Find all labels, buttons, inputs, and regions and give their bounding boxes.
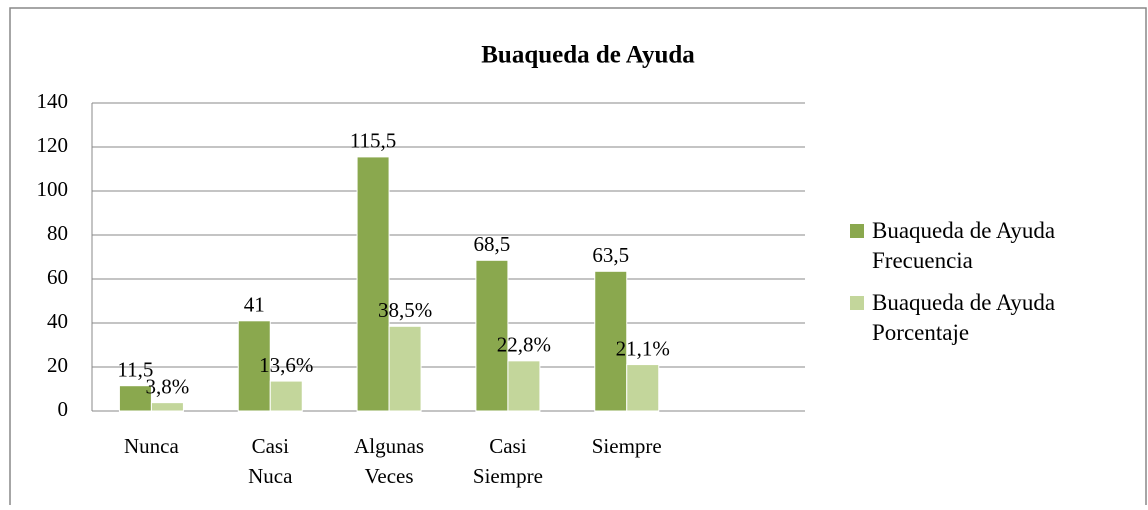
bar [475, 259, 509, 412]
legend-label: Buaqueda de Ayuda Frecuencia [872, 218, 1056, 273]
data-label: 3,8% [146, 374, 190, 398]
legend-item: Buaqueda de Ayuda Porcentaje [850, 288, 1130, 348]
data-label: 63,5 [592, 243, 629, 267]
bar [507, 360, 541, 412]
bar [269, 380, 303, 412]
bar [118, 385, 152, 412]
bar [150, 402, 184, 412]
legend-item: Buaqueda de Ayuda Frecuencia [850, 216, 1130, 276]
data-label: 68,5 [474, 232, 511, 256]
bar [388, 325, 422, 412]
y-tick-label: 20 [47, 353, 68, 377]
y-tick-label: 60 [47, 265, 68, 289]
x-tick-label: Algunas Veces [354, 434, 424, 488]
x-tick-label: Casi Siempre [473, 434, 543, 488]
y-tick-label: 100 [37, 177, 69, 201]
y-tick-label: 80 [47, 221, 68, 245]
x-tick-label: Siempre [592, 434, 662, 458]
data-label: 21,1% [616, 336, 670, 360]
x-tick-label: Nunca [124, 434, 179, 458]
y-tick-label: 40 [47, 309, 68, 333]
data-label: 38,5% [378, 298, 432, 322]
bar [626, 364, 660, 412]
bar [594, 270, 628, 412]
data-label: 115,5 [350, 129, 396, 153]
data-label: 11,5 [117, 358, 153, 382]
chart-border [9, 7, 1147, 505]
data-label: 41 [244, 293, 265, 317]
bar [237, 320, 271, 412]
legend-label: Buaqueda de Ayuda Porcentaje [872, 290, 1056, 345]
data-label: 22,8% [497, 333, 551, 357]
legend-swatch [850, 296, 864, 310]
y-tick-label: 0 [58, 397, 69, 421]
y-tick-label: 140 [37, 89, 69, 113]
chart-title: Buaqueda de Ayuda [481, 42, 695, 69]
y-tick-label: 120 [37, 133, 69, 157]
legend: Buaqueda de Ayuda Frecuencia Buaqueda de … [850, 216, 1130, 360]
data-label: 13,6% [259, 353, 313, 377]
x-tick-label: Casi Nuca [248, 434, 293, 488]
legend-swatch [850, 224, 864, 238]
bar [356, 156, 390, 412]
